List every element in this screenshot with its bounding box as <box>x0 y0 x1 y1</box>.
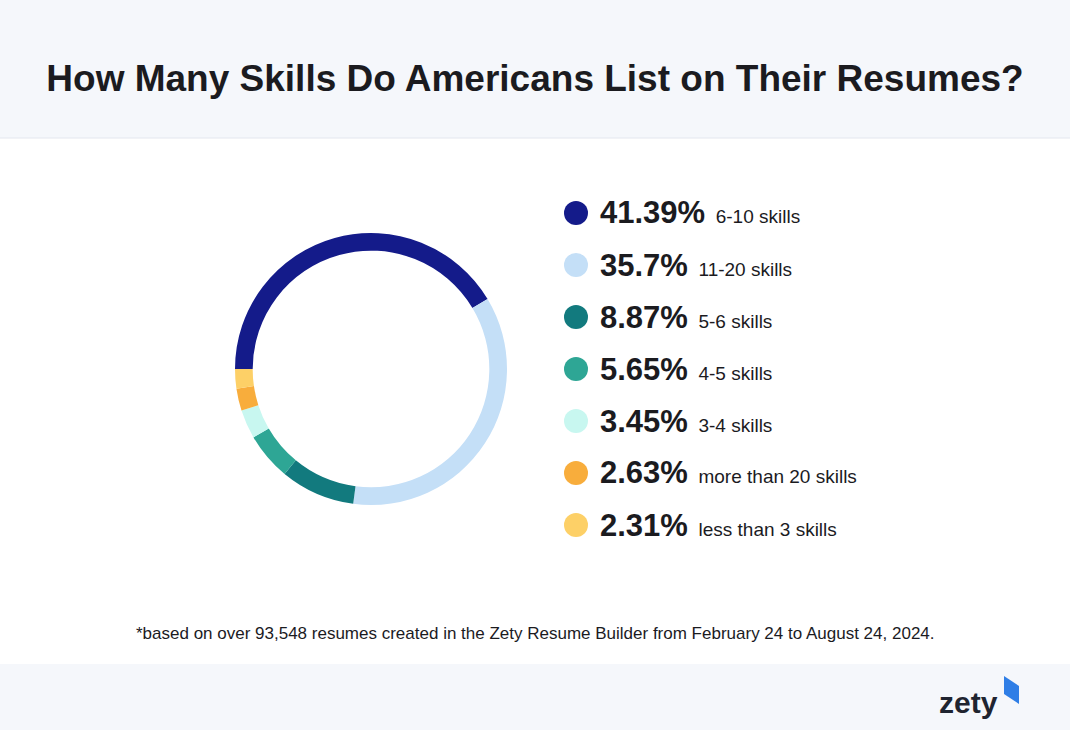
svg-text:5.65% 4-5 skills: 5.65% 4-5 skills <box>600 352 772 387</box>
svg-text:*based on over 93,548 resumes: *based on over 93,548 resumes created in… <box>136 624 935 643</box>
svg-text:8.87% 5-6 skills: 8.87% 5-6 skills <box>600 300 772 335</box>
svg-text:3.45% 3-4 skills: 3.45% 3-4 skills <box>600 404 772 439</box>
svg-text:zety: zety <box>939 686 998 719</box>
svg-text:41.39% 6-10 skills: 41.39% 6-10 skills <box>600 195 800 230</box>
svg-text:2.63% more than 20 skills: 2.63% more than 20 skills <box>600 455 857 490</box>
svg-text:How Many Skills Do Americans L: How Many Skills Do Americans List on The… <box>46 58 1023 99</box>
svg-text:35.7% 11-20 skills: 35.7% 11-20 skills <box>600 248 792 283</box>
svg-text:2.31% less than 3 skills: 2.31% less than 3 skills <box>600 508 837 543</box>
